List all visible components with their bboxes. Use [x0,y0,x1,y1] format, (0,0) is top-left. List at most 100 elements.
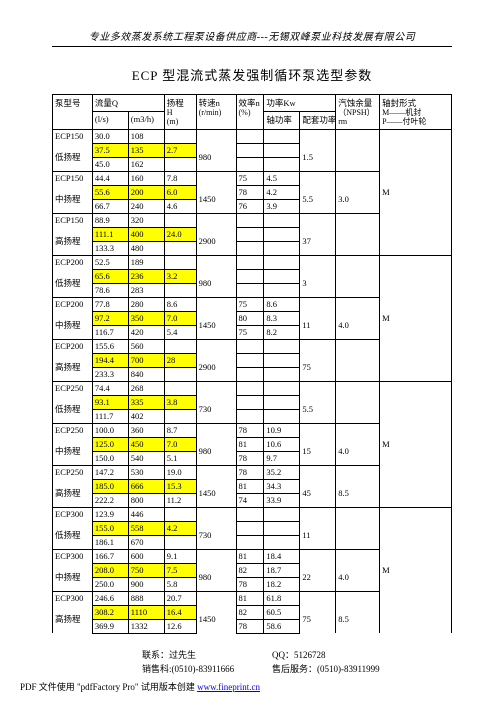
cell-speed: 980 [196,143,236,171]
cell-shaft: 8.6 [264,297,300,311]
cell-ls: 150.0 [92,451,128,465]
cell-npsh [336,171,380,185]
cell-shaft [264,339,300,353]
cell-head [164,213,196,227]
cell-m3h: 888 [128,591,164,605]
cell-speed [196,339,236,353]
cell-m3h: 200 [128,185,164,199]
cell-speed [196,549,236,563]
cell-head [164,535,196,549]
cell-eff [236,409,264,423]
cell-m3h: 1110 [128,605,164,619]
cell-motor [300,297,336,311]
cell-subtype: 低扬程 [53,395,93,423]
cell-eff: 75 [236,297,264,311]
cell-speed: 1450 [196,185,236,213]
cell-shaft [264,269,300,283]
cell-m3h: 560 [128,339,164,353]
cell-head: 7.5 [164,563,196,577]
cell-m3h: 670 [128,535,164,549]
cell-shaft [264,129,300,143]
th-seal-l3: P——付叶轮 [382,118,449,127]
cell-head [164,255,196,269]
cell-head: 7.0 [164,311,196,325]
cell-head: 20.7 [164,591,196,605]
cell-m3h: 236 [128,269,164,283]
cell-head: 11.2 [164,493,196,507]
cell-speed: 1450 [196,605,236,633]
cell-shaft: 35.2 [264,465,300,479]
cell-shaft [264,227,300,241]
th-seal: 轴封形式 M——机封 P——付叶轮 [380,95,452,130]
cell-eff: 81 [236,437,264,451]
cell-ls: 44.4 [92,171,128,185]
cell-m3h: 420 [128,325,164,339]
page-title: ECP 型混流式蒸发强制循环泵选型参数 [52,65,452,84]
cell-npsh: 3.0 [336,185,380,213]
cell-npsh [336,297,380,311]
cell-subtype: 高扬程 [53,227,93,255]
cell-shaft: 18.7 [264,563,300,577]
cell-motor: 75 [300,605,336,633]
cell-m3h: 335 [128,395,164,409]
cell-speed: 980 [196,269,236,297]
cell-model: ECP200 [53,297,93,311]
cell-shaft [264,535,300,549]
cell-motor: 45 [300,479,336,507]
cell-ls: 74.4 [92,381,128,395]
cell-ls: 166.7 [92,549,128,563]
cell-npsh [336,227,380,255]
cell-head [164,381,196,395]
cell-shaft [264,381,300,395]
cell-speed [196,171,236,185]
cell-npsh [336,465,380,479]
cell-speed: 1450 [196,311,236,339]
cell-npsh [336,395,380,423]
cell-ls: 222.2 [92,493,128,507]
cell-m3h: 160 [128,171,164,185]
th-npsh-l1: 汽蚀余量 [338,98,372,108]
cell-ls: 55.6 [92,185,128,199]
cell-head: 9.1 [164,549,196,563]
cell-shaft [264,409,300,423]
cell-head [164,129,196,143]
cell-eff [236,241,264,255]
cell-eff [236,381,264,395]
cell-head: 4.2 [164,521,196,535]
cell-shaft [264,367,300,381]
cell-npsh [336,521,380,549]
cell-npsh [336,381,380,395]
cell-m3h: 135 [128,143,164,157]
cell-ls: 30.0 [92,129,128,143]
cell-m3h: 600 [128,549,164,563]
cell-motor [300,381,336,395]
cell-ls: 155.6 [92,339,128,353]
cell-m3h: 446 [128,507,164,521]
cell-head: 8.7 [164,423,196,437]
cell-npsh [336,213,380,227]
cell-shaft: 3.9 [264,199,300,213]
cell-m3h: 402 [128,409,164,423]
cell-shaft: 61.8 [264,591,300,605]
th-speed: 转速n (r/min) [196,95,236,130]
cell-eff [236,269,264,283]
cell-motor [300,549,336,563]
cell-subtype: 低扬程 [53,521,93,549]
cell-head: 5.8 [164,577,196,591]
cell-ls: 77.8 [92,297,128,311]
cell-head: 2.7 [164,143,196,157]
cell-head: 3.8 [164,395,196,409]
cell-eff: 81 [236,591,264,605]
cell-head: 19.0 [164,465,196,479]
cell-npsh: 8.5 [336,605,380,633]
cell-ls: 45.0 [92,157,128,171]
cell-npsh [336,255,380,269]
footer-link[interactable]: www.fineprint.cn [197,682,260,692]
footer-text: PDF 文件使用 "pdfFactory Pro" 试用版本创建 [20,682,197,692]
cell-ls: 233.3 [92,367,128,381]
cell-shaft [264,283,300,297]
cell-shaft: 18.4 [264,549,300,563]
cell-model: ECP150 [53,213,93,227]
cell-ls: 116.7 [92,325,128,339]
cell-ls: 111.7 [92,409,128,423]
